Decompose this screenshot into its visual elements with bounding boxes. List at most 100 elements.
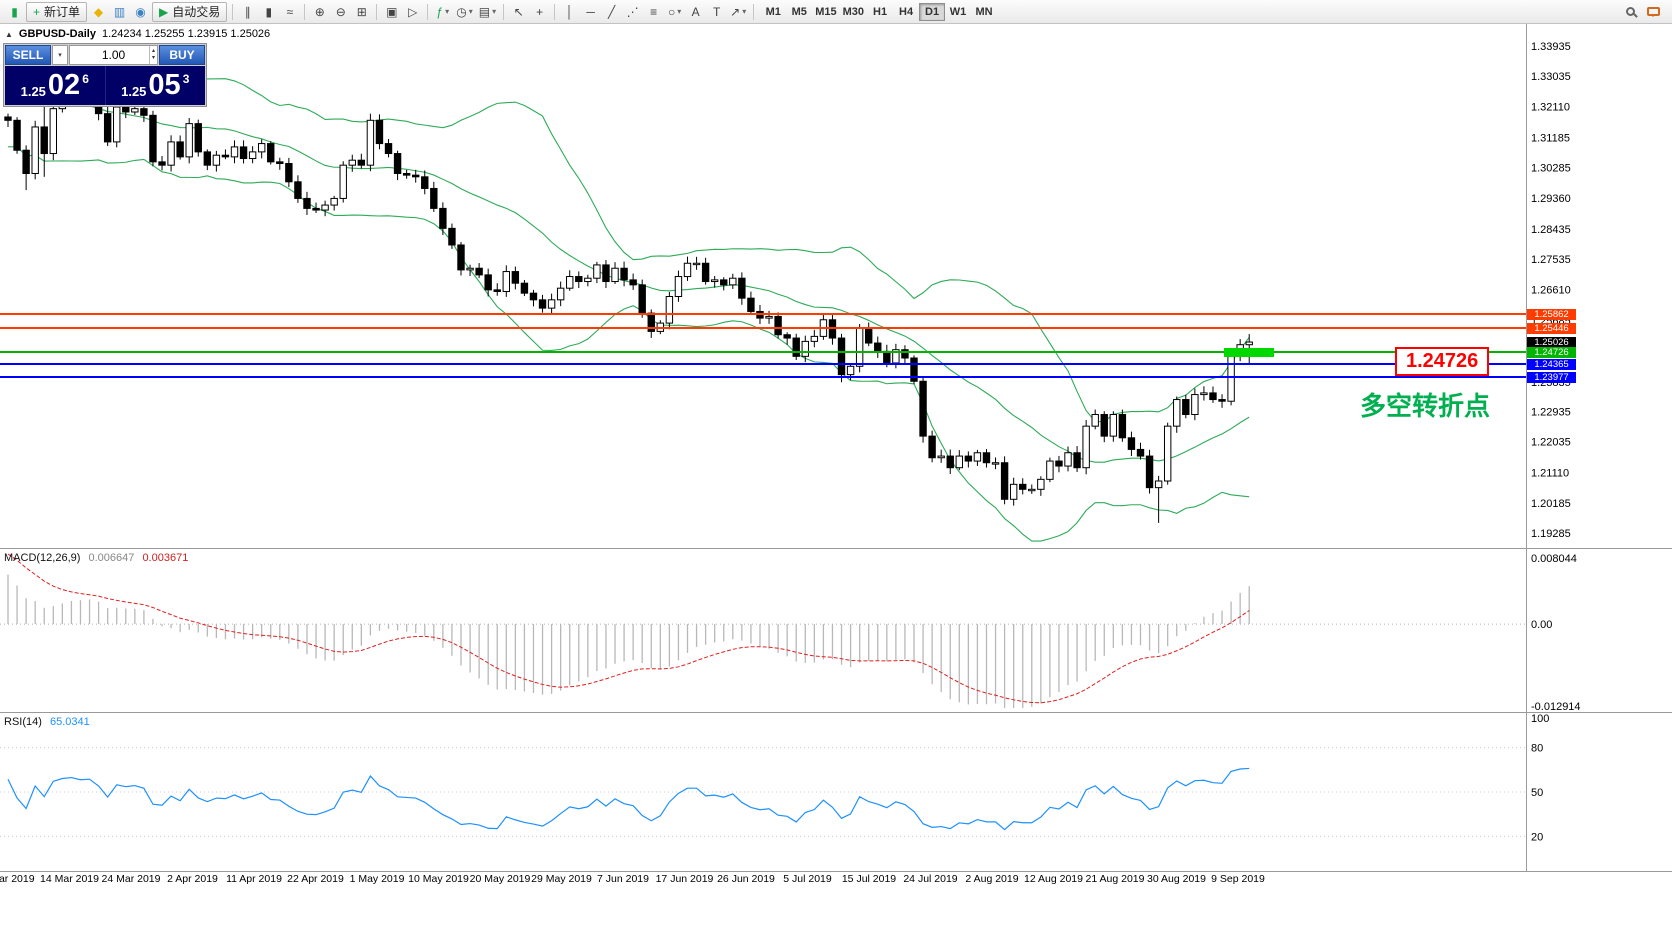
candle-body <box>167 141 175 166</box>
candle-body <box>13 119 21 151</box>
toolbar-group: ▣ ▷ <box>381 2 423 22</box>
timeframe-m15[interactable]: M15 <box>815 5 837 18</box>
price-tag-1.25446: 1.25446 <box>1527 322 1576 334</box>
buy-button[interactable]: BUY <box>159 45 205 65</box>
rsi-indicator-label: RSI(14) 65.0341 <box>4 716 90 728</box>
channel-tool[interactable]: ⋰ <box>622 2 643 22</box>
level-line-1.24726[interactable] <box>0 351 1526 354</box>
timeframe-mn[interactable]: MN <box>975 5 993 18</box>
timeframe-h1[interactable]: H1 <box>873 5 888 18</box>
indicators-button[interactable]: ƒ ▾ <box>432 2 453 22</box>
date-axis-label: 17 Jun 2019 <box>656 873 714 885</box>
level-line-1.25446[interactable] <box>0 327 1526 330</box>
candle-body <box>294 181 302 199</box>
price-axis-label: 1.31185 <box>1531 132 1570 144</box>
candle-body <box>348 159 356 166</box>
cursor-tool[interactable]: ↖ <box>508 2 529 22</box>
level-line-1.24365[interactable] <box>0 363 1526 366</box>
templates-button[interactable]: ▤ ▾ <box>476 2 499 22</box>
candle-body <box>1073 452 1081 469</box>
arrows-tool[interactable]: ↗ ▾ <box>727 2 749 22</box>
candle-body <box>593 264 601 279</box>
turning-point-annotation[interactable]: 多空转折点 <box>1359 391 1490 421</box>
candle-body <box>520 282 529 294</box>
candle-body <box>928 435 936 459</box>
zoom-in-icon[interactable]: ⊕ <box>309 2 330 22</box>
sell-button[interactable]: SELL <box>5 45 51 65</box>
buy-price[interactable]: 1.25 05 3 <box>104 66 206 105</box>
charts-grid-icon: ▥ <box>113 4 126 19</box>
chat-icon[interactable] <box>1647 7 1660 17</box>
arrange-windows-icon[interactable]: ▣ <box>381 2 402 22</box>
volume-preset-dropdown[interactable]: ▾ <box>52 45 68 65</box>
text-icon: A <box>691 4 700 19</box>
candlestick-chart-icon[interactable]: ▮ <box>258 2 279 22</box>
autotrade-button[interactable]: ▶ 自动交易 <box>152 1 228 22</box>
bar-chart-icon[interactable]: ∥ <box>237 2 258 22</box>
shapes-tool[interactable]: ○ ▾ <box>664 2 685 22</box>
candle-body <box>466 267 474 271</box>
candle-body <box>1109 414 1118 437</box>
profile-icon[interactable]: ◉ <box>130 2 151 22</box>
timeframe-m1[interactable]: M1 <box>765 5 781 18</box>
support-highlight-segment[interactable] <box>1224 347 1274 357</box>
line-chart-icon[interactable]: ≈ <box>279 2 300 22</box>
trendline-tool[interactable]: ╱ <box>601 2 622 22</box>
indicators-icon: ƒ <box>436 4 444 19</box>
volume-field[interactable]: 1.00 ▴ ▾ <box>69 45 158 65</box>
candle-body <box>321 204 329 211</box>
date-axis-label: 22 Apr 2019 <box>287 873 344 885</box>
candle-body <box>1055 460 1063 467</box>
level-line-1.25862[interactable] <box>0 313 1526 316</box>
candle-body <box>629 279 637 286</box>
dropdown-caret-icon: ▾ <box>468 7 473 16</box>
candle-body <box>430 187 438 209</box>
candle-body <box>1245 341 1253 346</box>
horizontal-line-tool[interactable]: ─ <box>580 2 601 22</box>
candle-body <box>991 462 1000 465</box>
candle-body <box>1173 399 1181 427</box>
price-axis-label: 1.33035 <box>1531 71 1571 83</box>
sell-price-small: 1.25 <box>20 84 46 99</box>
scroll-to-end-icon[interactable]: ▷ <box>402 2 423 22</box>
dropdown-caret-icon: ▾ <box>445 7 450 16</box>
crosshair-tool[interactable]: + <box>529 2 550 22</box>
toolbar-group: │ ─ ╱ ⋰ ≡ ○ ▾ A T ↗ ▾ <box>559 2 749 22</box>
candle-body <box>103 113 112 143</box>
candle-body <box>1118 414 1127 439</box>
search-icon[interactable] <box>1626 7 1635 16</box>
timeframe-w1[interactable]: W1 <box>949 5 967 18</box>
volume-spinner[interactable]: ▴ ▾ <box>148 46 157 64</box>
timeframe-m5[interactable]: M5 <box>791 5 807 18</box>
level-line-1.23977[interactable] <box>0 376 1526 379</box>
tile-windows-icon[interactable]: ⊞ <box>351 2 372 22</box>
candle-body <box>575 276 583 283</box>
fibonacci-tool[interactable]: ≡ <box>643 2 664 22</box>
label-tool[interactable]: T <box>706 2 727 22</box>
new-order-button[interactable]: + 新订单 <box>26 1 88 22</box>
price-annotation-box[interactable]: 1.24726 <box>1395 347 1490 376</box>
price-axis-label: 1.29360 <box>1531 193 1571 205</box>
spin-up-icon: ▴ <box>151 48 155 54</box>
candle-body <box>393 153 402 174</box>
candle-body <box>176 141 184 158</box>
text-tool[interactable]: A <box>685 2 706 22</box>
timeframe-d1[interactable]: D1 <box>919 2 946 21</box>
periods-button[interactable]: ◷ ▾ <box>453 2 476 22</box>
candle-body <box>729 277 737 286</box>
timeframe-m30[interactable]: M30 <box>842 5 865 18</box>
candle-body <box>529 292 538 301</box>
candle-body <box>267 143 275 163</box>
candle-body <box>1100 414 1108 437</box>
collapse-panel-icon[interactable]: ▲ <box>5 29 13 39</box>
templates-icon: ▤ <box>478 4 491 19</box>
charts-grid-icon[interactable]: ▥ <box>109 2 130 22</box>
vertical-line-tool[interactable]: │ <box>559 2 580 22</box>
candle-body <box>973 452 982 462</box>
sell-price[interactable]: 1.25 02 6 <box>5 66 105 105</box>
date-axis-label: 26 Jun 2019 <box>717 873 775 885</box>
timeframe-h4[interactable]: H4 <box>899 5 914 18</box>
candle-body <box>131 108 139 113</box>
metaeditor-icon[interactable]: ◆ <box>88 2 109 22</box>
zoom-out-icon[interactable]: ⊖ <box>330 2 351 22</box>
